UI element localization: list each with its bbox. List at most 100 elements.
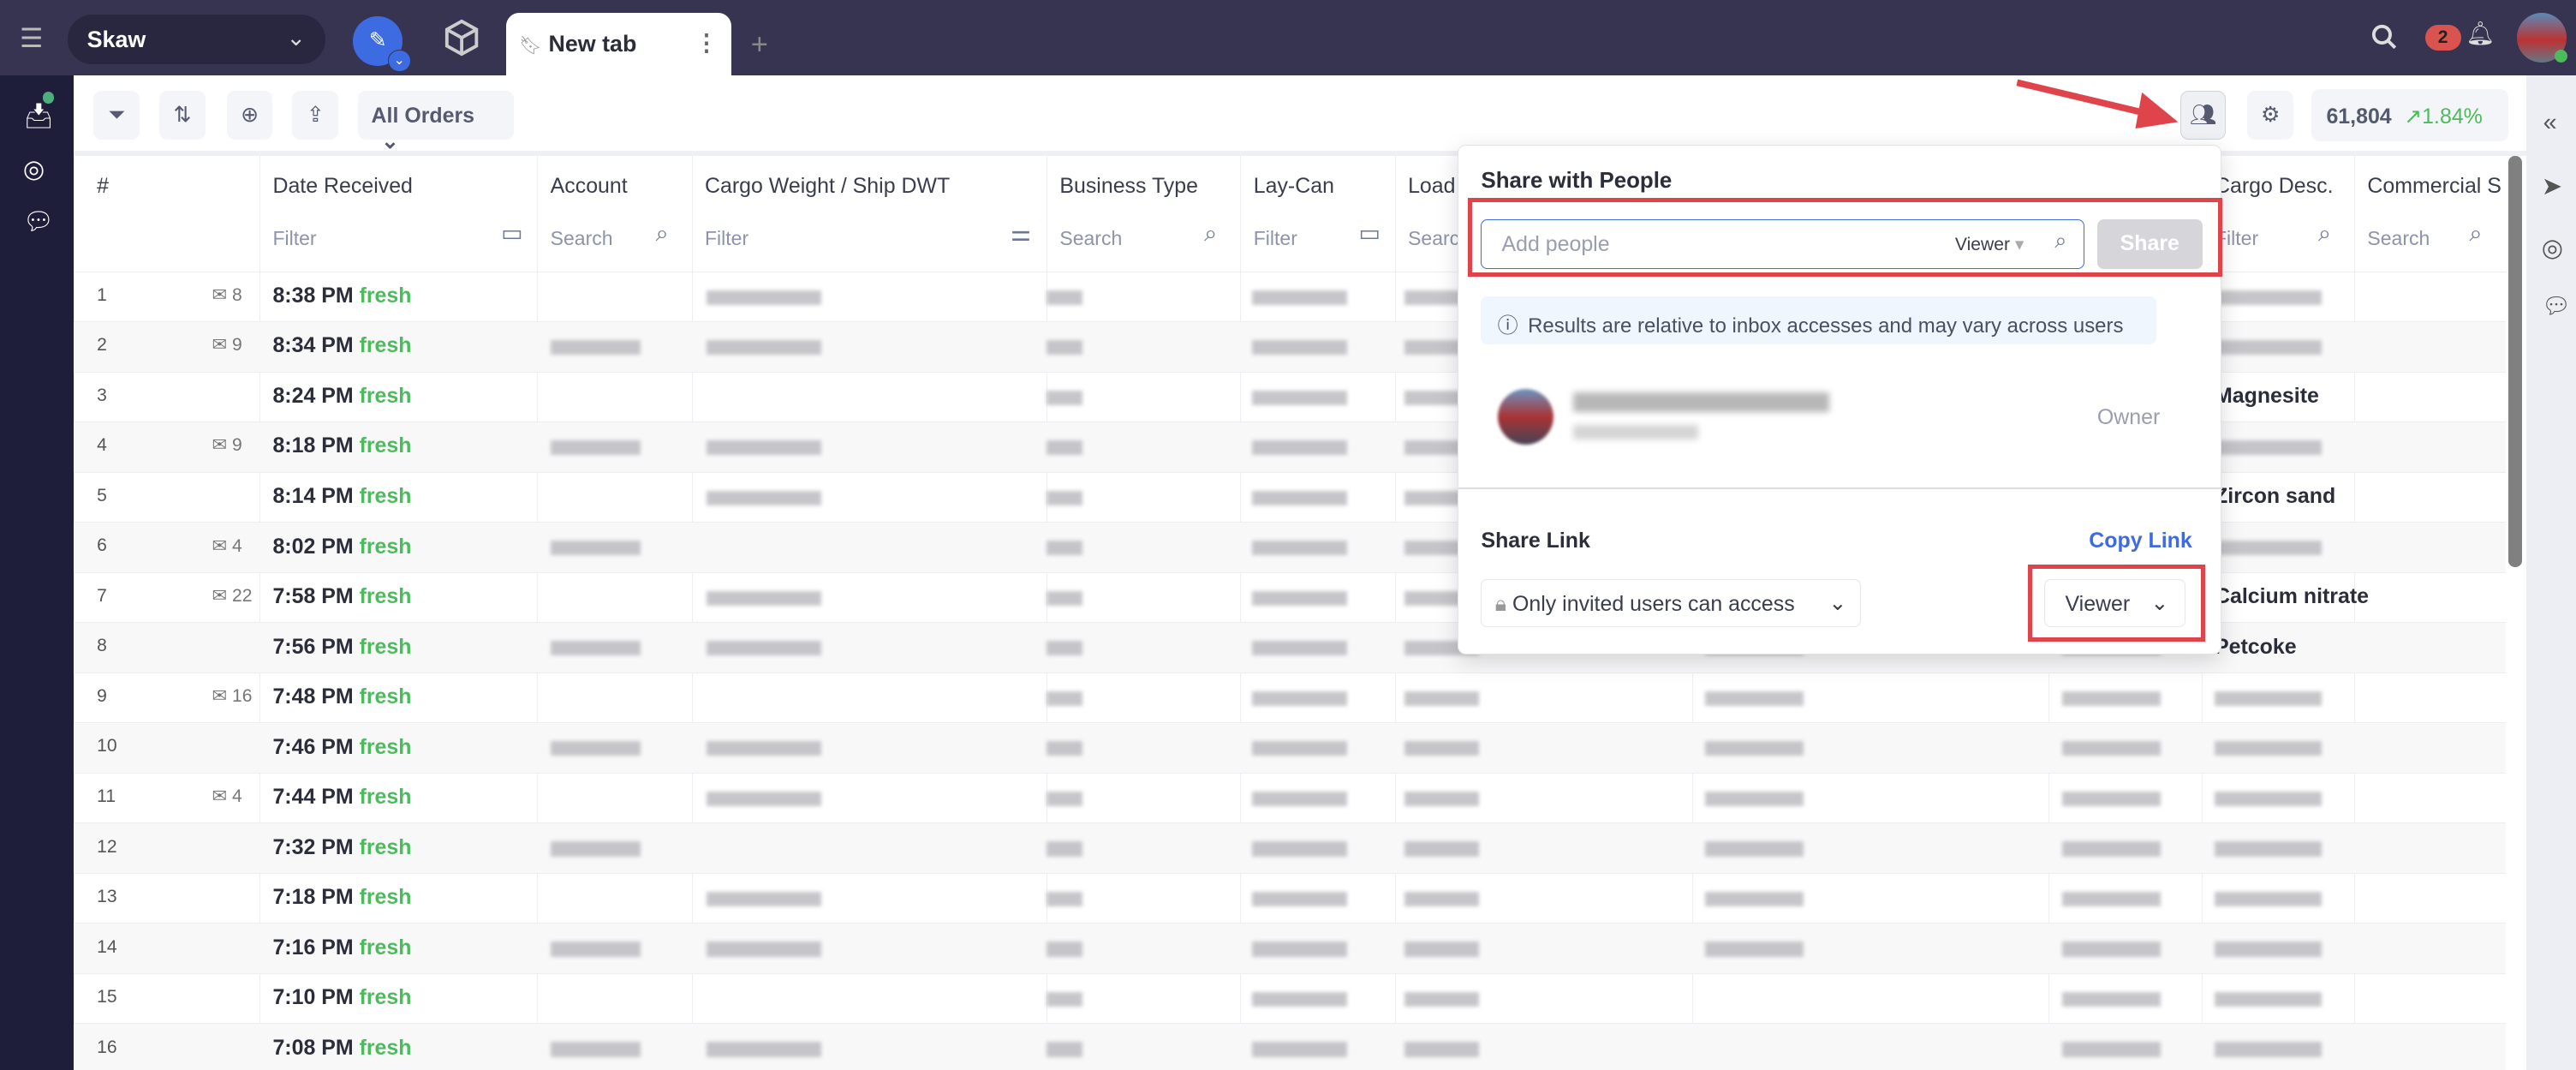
redacted-cell — [2214, 440, 2322, 456]
row-number: 16 — [97, 1037, 117, 1057]
table-row[interactable]: 8 7:56 PM fresh Petcoke — [74, 622, 2506, 672]
menu-icon[interactable]: ☰ — [20, 22, 44, 53]
access-select[interactable]: 🔒︎ Only invited users can access ⌄ — [1481, 579, 1861, 627]
table-row[interactable]: 13 7:18 PM fresh — [74, 872, 2506, 924]
column-header[interactable]: Lay-Can — [1253, 174, 1334, 199]
cube-icon[interactable] — [444, 18, 480, 63]
plus-circle-icon: ⊕ — [241, 103, 259, 128]
mail-count: ✉ 9 — [212, 333, 242, 356]
column-header[interactable]: Business Type — [1059, 174, 1198, 199]
time: 7:32 PM — [272, 834, 354, 859]
column-header[interactable]: Date Received — [272, 174, 413, 199]
online-status-dot — [2555, 49, 2568, 63]
column-header[interactable]: Commercial S — [2367, 174, 2501, 199]
trend-up-icon: ↗ — [2404, 104, 2423, 129]
row-number: 10 — [97, 736, 117, 756]
compose-button[interactable]: ✎ ⌄ — [353, 16, 411, 73]
search-icon[interactable] — [2370, 23, 2397, 56]
row-number: 7 — [97, 585, 107, 606]
column-header[interactable]: Account — [550, 174, 628, 199]
column-filter-input[interactable]: Search — [1059, 226, 1123, 249]
column-header[interactable]: # — [97, 174, 110, 199]
row-number: 12 — [97, 836, 117, 857]
fresh-tag: fresh — [359, 684, 412, 709]
date-received: 7:58 PM fresh — [272, 584, 411, 609]
column-filter-input[interactable]: Filter — [704, 226, 749, 249]
redacted-cell — [2214, 991, 2322, 1007]
search-icon[interactable]: ⌕ — [655, 220, 669, 247]
column-header[interactable]: Cargo Weight / Ship DWT — [704, 174, 951, 199]
radar-icon[interactable]: ◎ — [2541, 235, 2563, 263]
filter-icon: ⏷ — [108, 102, 126, 127]
settings-button[interactable]: ⚙ — [2247, 90, 2294, 140]
avatar[interactable] — [2516, 13, 2568, 63]
column-filter-input[interactable]: Filter — [1253, 226, 1297, 249]
column-filter-input[interactable]: Search — [2367, 226, 2430, 249]
row-number: 8 — [97, 636, 107, 656]
collapse-icon[interactable]: « — [2543, 108, 2557, 136]
table-row[interactable]: 10 7:46 PM fresh — [74, 722, 2506, 773]
redacted-cell — [1046, 340, 1083, 356]
workspace-select[interactable]: Skaw ⌄ — [67, 15, 325, 64]
role-select[interactable]: Viewer ▾ — [1955, 233, 2024, 255]
notification-badge[interactable]: 2 — [2424, 24, 2461, 51]
send-icon[interactable]: ➤ — [2541, 172, 2562, 200]
search-icon[interactable]: ⌕ — [2469, 220, 2483, 247]
redacted-cell — [550, 941, 641, 957]
new-tab-button[interactable]: + — [750, 27, 768, 61]
radar-icon[interactable]: ◎ — [22, 156, 45, 184]
table-row[interactable]: 12 7:32 PM fresh — [74, 822, 2506, 873]
export-button[interactable]: ⇪ — [292, 90, 339, 140]
table-row[interactable]: 11 ✉ 4 7:44 PM fresh — [74, 772, 2506, 823]
gear-icon: ⚙ — [2261, 103, 2281, 128]
date-received: 8:38 PM fresh — [272, 284, 411, 308]
redacted-cell — [706, 641, 822, 656]
tab-new-tab[interactable]: 🔖︎ New tab ⋮ — [505, 13, 731, 76]
redacted-cell — [706, 891, 822, 906]
copy-link-button[interactable]: Copy Link — [2089, 528, 2192, 553]
add-people-input[interactable]: Add people Viewer ▾ ⌕ — [1481, 219, 2084, 269]
redacted-cell — [1705, 941, 1804, 957]
bell-icon[interactable]: 🔔︎ — [2466, 21, 2496, 47]
kebab-menu-icon[interactable]: ⋮ — [695, 29, 719, 56]
sliders-icon[interactable]: ⚌ — [1010, 220, 1031, 247]
redacted-cell — [1705, 690, 1804, 706]
column-filter-input[interactable]: Search — [550, 226, 613, 249]
inbox-icon[interactable]: 📥︎ — [23, 92, 54, 131]
filter-button[interactable]: ⏷ — [93, 90, 140, 140]
column-header[interactable]: Load — [1408, 174, 1456, 199]
view-select[interactable]: All Orders ⌄ — [358, 90, 515, 153]
chat-icon[interactable]: 💬︎ — [2541, 293, 2571, 320]
table-row[interactable]: 16 7:08 PM fresh — [74, 1023, 2506, 1070]
search-icon[interactable]: ⌕ — [1204, 220, 1218, 247]
chat-icon[interactable]: 💬︎ — [22, 207, 55, 236]
add-button[interactable]: ⊕ — [226, 90, 273, 140]
mail-count: ✉ 22 — [212, 584, 252, 607]
red-arrow-annotation — [2016, 79, 2179, 129]
link-role-select[interactable]: Viewer ⌄ — [2044, 579, 2186, 627]
calendar-icon[interactable]: ▭ — [501, 220, 523, 247]
redacted-cell — [550, 1042, 641, 1057]
row-number: 14 — [97, 936, 117, 957]
pen-icon: ✎ — [368, 28, 387, 53]
table-row[interactable]: 9 ✉ 16 7:48 PM fresh — [74, 672, 2506, 723]
redacted-cell — [2061, 991, 2161, 1007]
time: 7:48 PM — [272, 684, 354, 709]
redacted-cell — [706, 490, 822, 505]
sort-button[interactable]: ⇅ — [159, 90, 206, 140]
share-people-button[interactable]: 👥︎ — [2179, 90, 2227, 140]
redacted-cell — [2214, 290, 2322, 305]
table-row[interactable]: 14 7:16 PM fresh — [74, 923, 2506, 973]
table-row[interactable]: 15 7:10 PM fresh — [74, 972, 2506, 1024]
vertical-scrollbar[interactable] — [2508, 156, 2522, 567]
owner-subtitle-blurred — [1572, 424, 1698, 440]
column-filter-input[interactable]: Filter — [272, 226, 317, 249]
table-row[interactable]: 5 8:14 PM fresh Zircon sand — [74, 471, 2506, 523]
share-button[interactable]: Share — [2096, 219, 2203, 269]
calendar-icon[interactable]: ▭ — [1358, 220, 1380, 247]
redacted-cell — [1251, 741, 1348, 756]
search-icon[interactable]: ⌕ — [2317, 220, 2331, 247]
highlight-box — [1468, 198, 2222, 278]
view-select-label: All Orders — [371, 103, 475, 128]
column-header[interactable]: Cargo Desc. — [2215, 174, 2334, 199]
